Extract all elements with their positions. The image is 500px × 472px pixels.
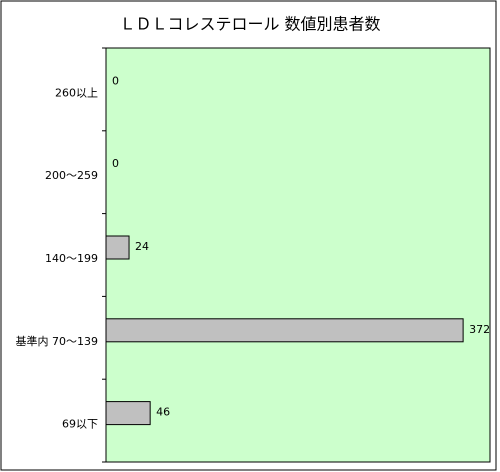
value-label: 372 bbox=[469, 323, 490, 336]
plot-area bbox=[105, 47, 491, 463]
y-tick-label: 140～199 bbox=[45, 252, 98, 265]
value-label: 46 bbox=[156, 406, 170, 419]
bar bbox=[105, 401, 151, 426]
y-tick-label: 200～259 bbox=[45, 169, 98, 182]
value-label: 24 bbox=[135, 240, 149, 253]
bar bbox=[105, 235, 130, 260]
y-tick-label: 260以上 bbox=[55, 86, 98, 99]
value-label: 0 bbox=[112, 74, 119, 87]
chart-title: ＬＤＬコレステロール 数値別患者数 bbox=[119, 15, 380, 34]
value-label: 0 bbox=[112, 157, 119, 170]
y-tick-label: 基準内 70～139 bbox=[16, 334, 99, 348]
bar bbox=[105, 318, 464, 343]
y-tick-label: 69以下 bbox=[62, 418, 98, 431]
